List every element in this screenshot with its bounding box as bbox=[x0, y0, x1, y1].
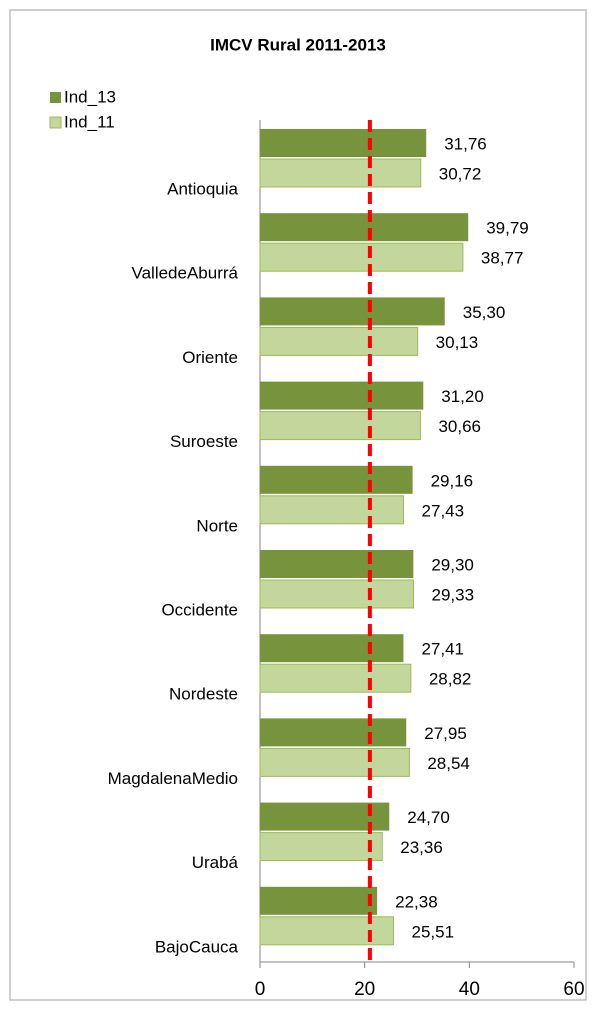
value-label: 29,33 bbox=[431, 585, 474, 604]
bar bbox=[260, 634, 404, 663]
bar bbox=[260, 129, 427, 157]
value-label: 35,30 bbox=[463, 303, 506, 322]
value-label: 30,72 bbox=[439, 164, 482, 183]
value-label: 27,41 bbox=[421, 640, 464, 659]
x-tick-label: 0 bbox=[255, 979, 266, 1000]
value-label: 27,43 bbox=[422, 501, 465, 520]
bar bbox=[259, 411, 421, 441]
bar bbox=[259, 663, 412, 693]
bar bbox=[259, 747, 410, 777]
x-tick-label: 40 bbox=[459, 979, 480, 1000]
bar bbox=[259, 832, 383, 862]
value-label: 28,54 bbox=[427, 754, 470, 773]
bar bbox=[259, 916, 395, 946]
bar bbox=[259, 242, 464, 272]
value-label: 39,79 bbox=[486, 219, 529, 238]
value-label: 31,76 bbox=[444, 134, 487, 153]
value-label: 27,95 bbox=[424, 724, 467, 743]
value-label: 38,77 bbox=[481, 249, 524, 268]
value-label: 22,38 bbox=[395, 892, 438, 911]
chart-title: IMCV Rural 2011-2013 bbox=[210, 35, 386, 54]
y-tick-label: Suroeste bbox=[170, 432, 238, 451]
y-tick-label: ValledeAburrá bbox=[132, 264, 239, 283]
bar bbox=[260, 297, 445, 326]
bar bbox=[259, 326, 419, 356]
bar bbox=[259, 579, 414, 609]
value-label: 30,13 bbox=[436, 333, 479, 352]
value-label: 30,66 bbox=[438, 417, 481, 436]
value-label: 29,16 bbox=[431, 471, 474, 490]
value-label: 31,20 bbox=[441, 387, 484, 406]
bar bbox=[260, 465, 413, 494]
value-label: 25,51 bbox=[412, 922, 455, 941]
value-label: 23,36 bbox=[400, 838, 443, 857]
bar bbox=[260, 886, 378, 915]
x-tick-label: 20 bbox=[354, 979, 375, 1000]
y-tick-label: Oriente bbox=[182, 348, 238, 367]
bar bbox=[260, 550, 414, 578]
bar bbox=[260, 718, 407, 747]
legend-swatch bbox=[50, 92, 61, 103]
y-tick-label: BajoCauca bbox=[155, 937, 239, 956]
bar bbox=[259, 158, 422, 188]
y-tick-label: Norte bbox=[196, 516, 238, 535]
bar bbox=[260, 381, 424, 410]
y-tick-label: Antioquia bbox=[167, 179, 238, 198]
legend-label: Ind_13 bbox=[64, 87, 116, 106]
legend-label: Ind_11 bbox=[64, 112, 115, 131]
legend-swatch bbox=[49, 116, 62, 129]
bar bbox=[260, 802, 390, 831]
bar bbox=[259, 495, 405, 525]
value-label: 29,30 bbox=[431, 555, 474, 574]
y-tick-label: Occidente bbox=[161, 600, 238, 619]
value-label: 24,70 bbox=[407, 808, 450, 827]
bar bbox=[260, 213, 469, 242]
y-tick-label: Nordeste bbox=[169, 685, 238, 704]
y-tick-label: MagdalenaMedio bbox=[108, 769, 238, 788]
value-label: 28,82 bbox=[429, 670, 472, 689]
x-tick-label: 60 bbox=[563, 979, 584, 1000]
y-tick-label: Urabá bbox=[192, 853, 239, 872]
